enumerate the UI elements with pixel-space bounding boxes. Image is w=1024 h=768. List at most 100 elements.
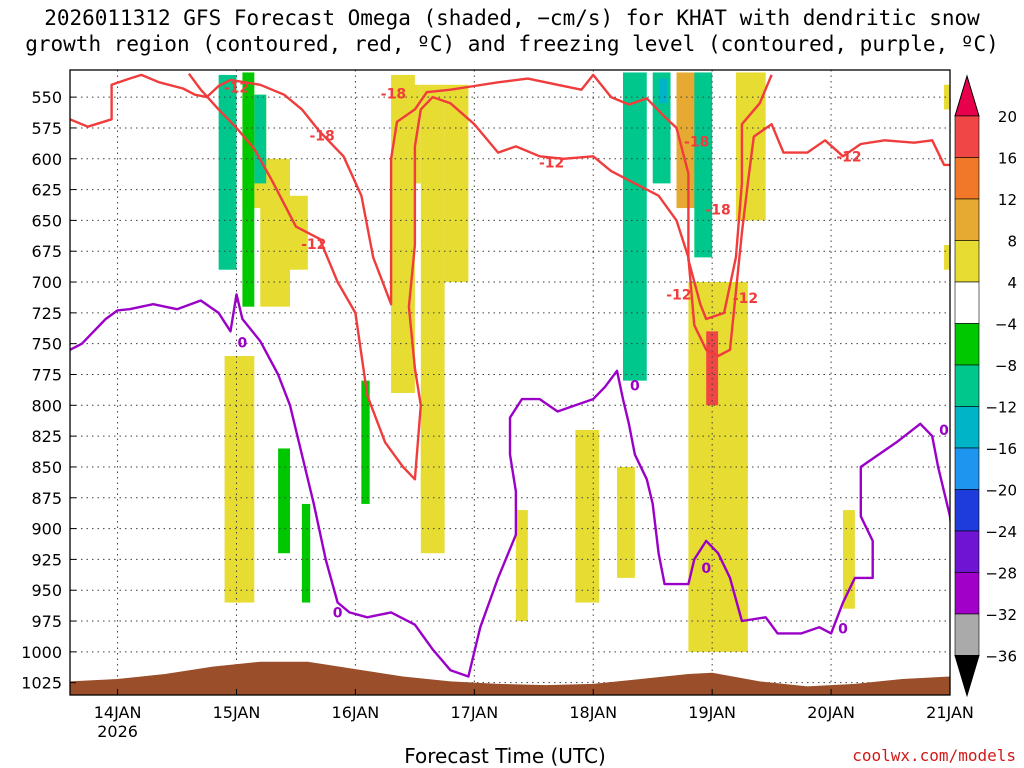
contour-label: -18 [705, 202, 730, 218]
y-tick-label: 675 [31, 242, 62, 261]
colorbar-swatch [954, 364, 980, 407]
y-tick-label: 875 [31, 489, 62, 508]
colorbar-label: −16 [985, 440, 1017, 458]
contour-label: -12 [666, 287, 691, 303]
contour-label: 0 [838, 621, 848, 637]
y-tick-label: 750 [31, 335, 62, 354]
x-tick-label: 21JAN [926, 703, 974, 722]
x-tick-label: 20JAN [807, 703, 855, 722]
contour-line [70, 73, 773, 321]
contour-label: -18 [309, 128, 334, 144]
colorbar-swatch [954, 115, 980, 158]
x-tick-label: 16JAN [332, 703, 380, 722]
y-tick-label: 550 [31, 88, 62, 107]
omega-region [224, 355, 255, 603]
colorbar-swatch [954, 406, 980, 449]
contour-label: 0 [701, 561, 711, 577]
colorbar-swatch [954, 240, 980, 283]
contour-line [187, 72, 950, 481]
omega-region [944, 245, 950, 270]
x-tick-year-label: 2026 [97, 722, 138, 741]
omega-region [622, 72, 647, 381]
contour-label: -12 [733, 291, 758, 307]
omega-region [242, 72, 255, 307]
colorbar-swatch [954, 613, 980, 656]
contour-label: 0 [630, 379, 640, 395]
x-axis-title: Forecast Time (UTC) [404, 744, 606, 768]
omega-shading-layer [218, 72, 950, 652]
y-tick-label: 725 [31, 304, 62, 323]
chart-title-line-2: growth region (contoured, red, ºC) and f… [25, 32, 999, 56]
omega-region [842, 510, 855, 609]
plot-area [70, 70, 950, 695]
omega-region [617, 466, 635, 578]
omega-region [254, 94, 267, 184]
omega-region [361, 380, 370, 504]
y-tick-label: 600 [31, 150, 62, 169]
colorbar-label: 12 [998, 191, 1017, 209]
omega-region [278, 448, 290, 554]
terrain-layer [70, 661, 950, 695]
colorbar-swatch [954, 530, 980, 573]
y-tick-label: 575 [31, 119, 62, 138]
y-tick-label: 850 [31, 458, 62, 477]
y-tick-label: 925 [31, 550, 62, 569]
terrain-surface [70, 661, 950, 695]
colorbar-swatch [954, 281, 980, 324]
colorbar-label: 4 [1007, 274, 1017, 292]
x-tick-label: 14JAN [94, 703, 142, 722]
omega-region [218, 74, 237, 270]
y-axis: 550 575 600 625 650 675 700 725 750 775 800 825 850 8… [21, 88, 76, 693]
y-tick-label: 650 [31, 211, 62, 230]
omega-region [944, 84, 950, 110]
y-tick-label: 1025 [21, 674, 62, 693]
omega-region [444, 84, 469, 283]
contour-label: -18 [684, 134, 709, 150]
contour-label: -12 [224, 80, 249, 96]
y-tick-label: 825 [31, 427, 62, 446]
contour-line [70, 293, 950, 678]
contour-layer: -12 -18 -18 -12 -12 -12 -18 -18 -12 -12 0 0 0 0 0 0 [70, 72, 950, 678]
colorbar-swatch [954, 572, 980, 615]
colorbar-label: −20 [985, 482, 1017, 500]
colorbar-label: −36 [985, 648, 1017, 666]
omega-region [575, 429, 600, 603]
omega-region [301, 503, 311, 603]
contour-label: 0 [939, 423, 949, 439]
colorbar-label: −12 [985, 399, 1017, 417]
omega-region [402, 84, 421, 184]
colorbar-label: 8 [1007, 233, 1017, 251]
chart-title-line-1: 2026011312 GFS Forecast Omega (shaded, −… [44, 6, 980, 30]
grid-layer [70, 70, 951, 695]
x-tick-label: 17JAN [450, 703, 498, 722]
colorbar-swatch [954, 157, 980, 200]
colorbar-label: −28 [985, 565, 1017, 583]
omega-region [420, 442, 445, 554]
plot-frame [69, 69, 951, 696]
y-tick-label: 950 [31, 581, 62, 600]
colorbar-swatch [954, 198, 980, 241]
y-tick-label: 975 [31, 612, 62, 631]
colorbar-swatch [954, 447, 980, 490]
colorbar-label: −4 [995, 316, 1017, 334]
contour-label: 0 [238, 335, 248, 351]
contour-label: -12 [836, 149, 861, 165]
y-tick-label: 900 [31, 520, 62, 539]
y-tick-label: 800 [31, 396, 62, 415]
colorbar: 20 16 12 8 4 −4 −8 −12 −16 −20 −24 −28 −32 −36 [954, 74, 1017, 698]
y-tick-label: 625 [31, 181, 62, 200]
omega-region [515, 510, 528, 622]
colorbar-label: −24 [985, 523, 1017, 541]
colorbar-swatch [954, 323, 980, 366]
colorbar-cap-bottom [954, 655, 980, 698]
colorbar-label: 16 [998, 150, 1017, 168]
x-tick-label: 18JAN [569, 703, 617, 722]
contour-label: -18 [381, 86, 406, 102]
colorbar-swatch [954, 489, 980, 532]
credit-link[interactable]: coolwx.com/models [852, 746, 1016, 765]
contour-label: -12 [301, 237, 326, 253]
colorbar-label: 20 [998, 108, 1017, 126]
y-tick-label: 700 [31, 273, 62, 292]
colorbar-label: −8 [995, 357, 1017, 375]
